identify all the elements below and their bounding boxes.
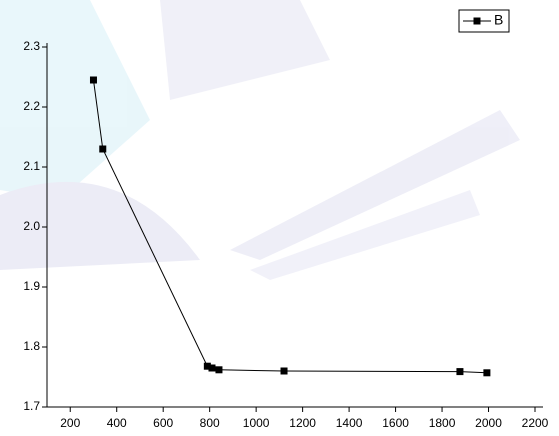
legend-label: B — [494, 12, 503, 28]
x-tick-label: 1200 — [289, 416, 316, 430]
marker — [208, 365, 215, 372]
marker — [281, 368, 288, 375]
marker — [99, 146, 106, 153]
marker — [90, 77, 97, 84]
y-tick-label: 2.3 — [23, 39, 40, 53]
watermark — [0, 0, 520, 280]
y-tick-label: 2.2 — [23, 99, 40, 113]
x-tick-label: 1800 — [429, 416, 456, 430]
marker — [215, 366, 222, 373]
chart: 1.7 1.8 1.9 2.0 2.1 2.2 2.3 200 400 600 800 1000 120… — [0, 0, 559, 436]
y-tick-label: 1.8 — [23, 339, 40, 353]
y-tick-label: 2.0 — [23, 219, 40, 233]
x-tick-label: 1400 — [336, 416, 363, 430]
x-tick-label: 1000 — [243, 416, 270, 430]
y-tick-label: 2.1 — [23, 159, 40, 173]
x-tick-label: 2000 — [475, 416, 502, 430]
legend-marker — [474, 18, 481, 25]
page: {"chart_data": {"type": "line", "series"… — [0, 0, 559, 436]
x-tick-label: 400 — [107, 416, 127, 430]
marker — [456, 368, 463, 375]
marker — [483, 369, 490, 376]
x-tick-label: 600 — [153, 416, 173, 430]
y-tick-label: 1.9 — [23, 279, 40, 293]
x-tick-label: 1600 — [382, 416, 409, 430]
y-tick-label: 1.7 — [23, 399, 40, 413]
x-tick-label: 200 — [60, 416, 80, 430]
x-tick-label: 800 — [200, 416, 220, 430]
x-tick-label: 2200 — [522, 416, 549, 430]
